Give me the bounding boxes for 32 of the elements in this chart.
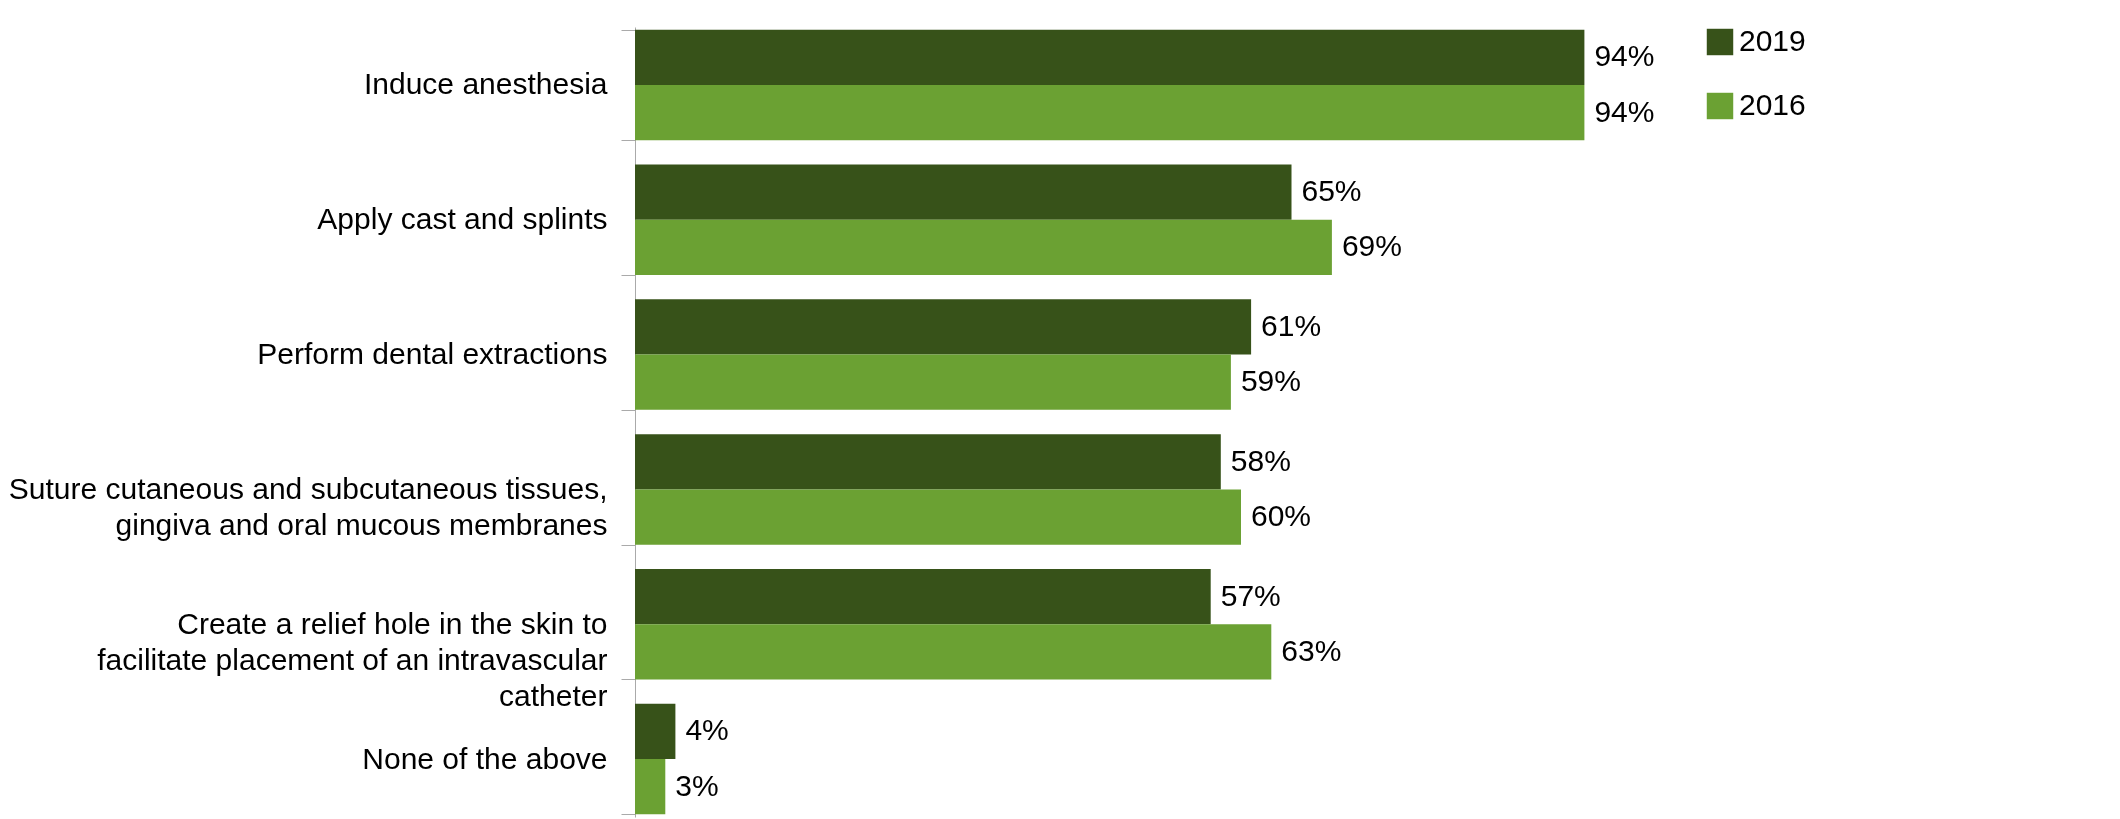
bar xyxy=(635,164,1292,220)
data-label: 69% xyxy=(1341,229,1402,263)
y-tick-label: Apply cast and splints xyxy=(317,202,608,236)
data-label: 61% xyxy=(1261,308,1322,342)
bar xyxy=(635,489,1241,545)
data-label: 63% xyxy=(1281,633,1342,667)
bar xyxy=(635,568,1211,625)
data-label: 94% xyxy=(1594,39,1655,73)
legend-label: 2019 xyxy=(1739,24,1806,57)
bar xyxy=(635,434,1221,490)
data-label: 58% xyxy=(1230,443,1291,477)
data-label: 3% xyxy=(675,768,719,802)
bar xyxy=(635,219,1332,276)
legend-label: 2016 xyxy=(1739,88,1806,121)
y-tick-label: Induce anesthesia xyxy=(363,67,608,101)
y-tick-label: None of the above xyxy=(362,741,608,775)
bar xyxy=(635,29,1585,85)
bar xyxy=(635,84,1585,141)
bar xyxy=(635,299,1252,355)
data-label: 59% xyxy=(1240,364,1301,398)
data-label: 60% xyxy=(1251,499,1312,533)
y-tick-label: Suture cutaneous and subcutaneous tissues, gingiva and oral mucous membranes xyxy=(8,471,608,541)
data-label: 65% xyxy=(1301,174,1362,208)
y-tick-label: Create a relief hole in the skin to facilitate placement of an intravascular catheter xyxy=(97,606,608,712)
bar xyxy=(635,703,676,760)
y-tick-label: Perform dental extractions xyxy=(257,337,608,371)
bar xyxy=(635,624,1272,680)
data-label: 4% xyxy=(685,713,729,747)
data-label: 57% xyxy=(1220,578,1281,612)
bar xyxy=(635,759,666,815)
bar xyxy=(635,354,1231,410)
data-label: 94% xyxy=(1594,94,1655,128)
